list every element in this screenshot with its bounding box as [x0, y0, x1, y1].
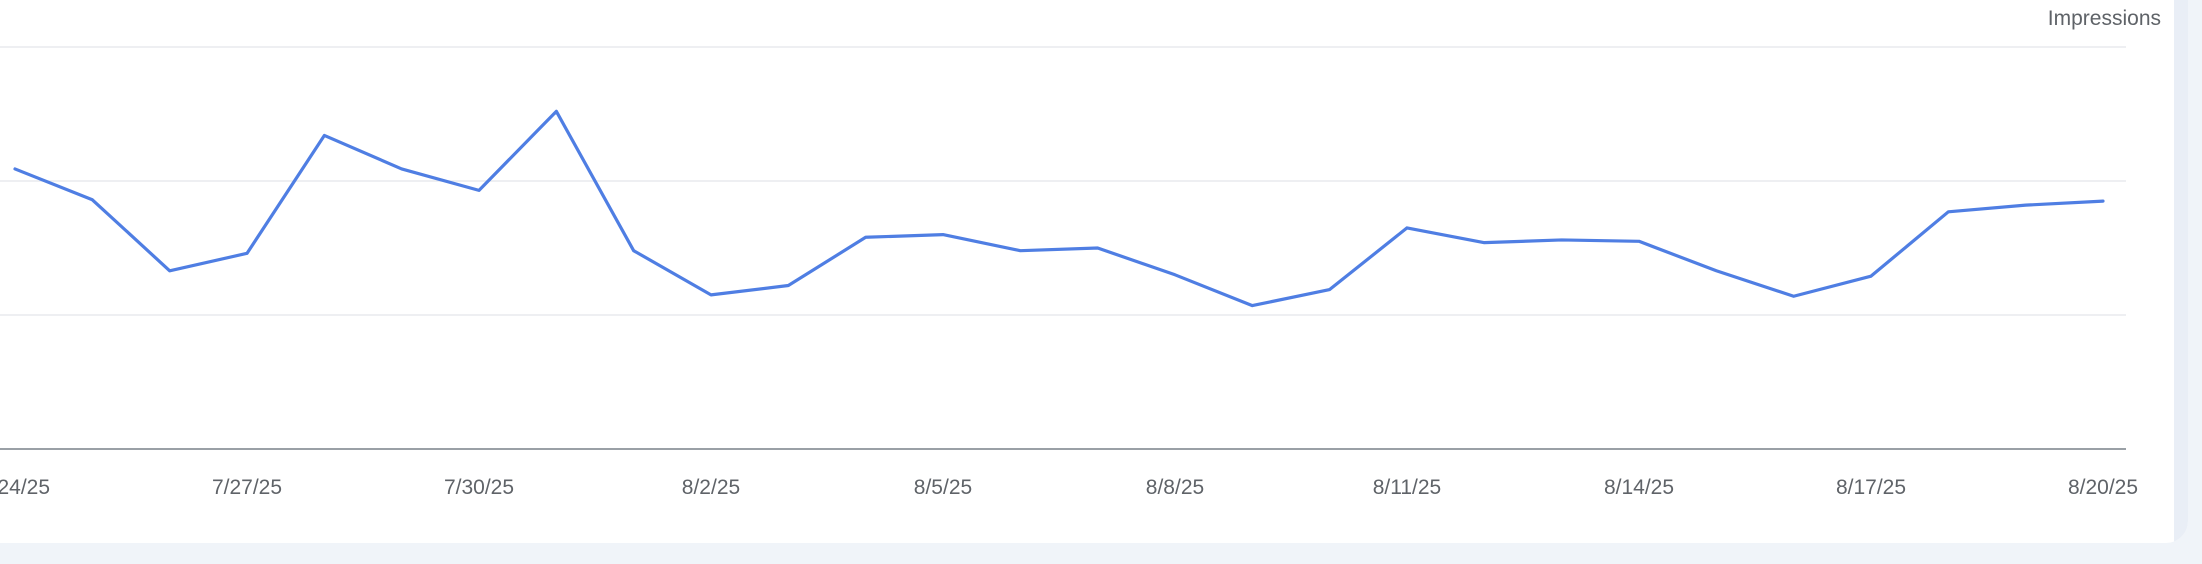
data-point[interactable]: [630, 247, 638, 255]
x-tick-label: 7/24/25: [0, 476, 50, 499]
data-points: [11, 107, 2107, 309]
x-tick-label: 8/20/25: [2068, 476, 2138, 499]
series-label: Impressions: [2048, 7, 2161, 30]
data-point[interactable]: [784, 282, 792, 290]
data-point[interactable]: [552, 107, 560, 115]
data-point[interactable]: [1480, 239, 1488, 247]
data-point[interactable]: [1867, 272, 1875, 280]
data-point[interactable]: [939, 231, 947, 239]
data-point[interactable]: [1790, 292, 1798, 300]
x-tick-label: 8/11/25: [1373, 476, 1442, 499]
x-tick-label: 7/27/25: [212, 476, 282, 499]
data-point[interactable]: [1712, 267, 1720, 275]
data-point[interactable]: [475, 186, 483, 194]
x-tick-label: 8/17/25: [1836, 476, 1906, 499]
x-tick-label: 8/5/25: [914, 476, 972, 499]
data-point[interactable]: [1171, 271, 1179, 279]
data-point[interactable]: [88, 196, 96, 204]
data-point[interactable]: [2022, 201, 2030, 209]
data-point[interactable]: [707, 291, 715, 299]
data-point[interactable]: [320, 131, 328, 139]
data-point[interactable]: [862, 233, 870, 241]
data-point[interactable]: [1635, 237, 1643, 245]
x-tick-label: 7/30/25: [444, 476, 514, 499]
impressions-series-line[interactable]: [13, 109, 2105, 308]
data-point[interactable]: [1558, 236, 1566, 244]
data-point[interactable]: [11, 165, 19, 173]
grid-lines: [0, 46, 2126, 316]
data-point[interactable]: [2099, 197, 2107, 205]
data-point[interactable]: [1944, 208, 1952, 216]
data-point[interactable]: [243, 249, 251, 257]
data-point[interactable]: [398, 165, 406, 173]
data-point[interactable]: [1016, 247, 1024, 255]
card-edge: [2174, 0, 2188, 543]
data-point[interactable]: [1094, 244, 1102, 252]
data-point[interactable]: [1403, 224, 1411, 232]
data-point[interactable]: [1248, 302, 1256, 310]
chart-card: [0, 0, 2188, 543]
data-point[interactable]: [1326, 286, 1334, 294]
x-tick-labels: 7/24/25 7/27/25 7/30/25 8/2/25 8/5/25 8/8/25 8…: [0, 476, 2138, 499]
data-point[interactable]: [166, 267, 174, 275]
x-tick-label: 8/2/25: [682, 476, 740, 499]
x-tick-label: 8/14/25: [1604, 476, 1674, 499]
x-tick-label: 8/8/25: [1146, 476, 1204, 499]
